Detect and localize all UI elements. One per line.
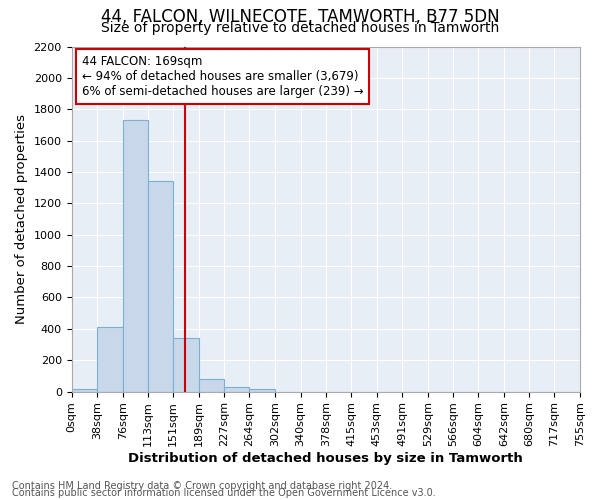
Y-axis label: Number of detached properties: Number of detached properties <box>15 114 28 324</box>
Text: 44 FALCON: 169sqm
← 94% of detached houses are smaller (3,679)
6% of semi-detach: 44 FALCON: 169sqm ← 94% of detached hous… <box>82 55 363 98</box>
Bar <box>71 389 97 392</box>
X-axis label: Distribution of detached houses by size in Tamworth: Distribution of detached houses by size … <box>128 452 523 465</box>
Bar <box>173 338 199 392</box>
Text: 44, FALCON, WILNECOTE, TAMWORTH, B77 5DN: 44, FALCON, WILNECOTE, TAMWORTH, B77 5DN <box>101 8 499 26</box>
Text: Size of property relative to detached houses in Tamworth: Size of property relative to detached ho… <box>101 21 499 35</box>
Bar <box>199 379 224 392</box>
Bar <box>123 120 148 392</box>
Bar <box>148 180 173 392</box>
Bar <box>250 389 275 392</box>
Text: Contains public sector information licensed under the Open Government Licence v3: Contains public sector information licen… <box>12 488 436 498</box>
Bar <box>224 387 250 392</box>
Bar <box>97 328 123 392</box>
Text: Contains HM Land Registry data © Crown copyright and database right 2024.: Contains HM Land Registry data © Crown c… <box>12 481 392 491</box>
